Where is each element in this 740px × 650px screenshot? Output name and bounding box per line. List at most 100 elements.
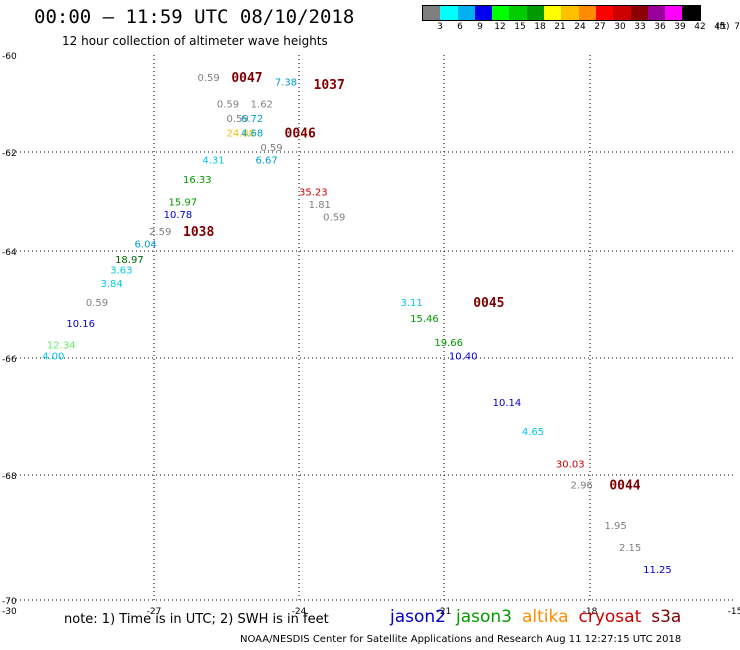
map-title: 00:00 – 11:59 UTC 08/10/2018: [34, 6, 355, 28]
wave-height-label: 6.72: [241, 114, 263, 125]
wave-height-label: 35.23: [299, 188, 328, 199]
wave-height-label: 2.15: [619, 543, 641, 554]
legend-swatch: [647, 6, 666, 20]
legend-label: 36: [654, 22, 666, 32]
legend-labels: 36912151821242730333639424570: [422, 22, 740, 34]
wave-height-label: 0.59: [86, 298, 108, 309]
legend-label: 21: [554, 22, 566, 32]
legend-swatch: [595, 6, 614, 20]
legend-label: 42: [694, 22, 706, 32]
map-subtitle: 12 hour collection of altimeter wave hei…: [62, 34, 328, 48]
satellite-name: jason2: [390, 607, 446, 627]
legend-swatch: [630, 6, 648, 20]
x-tick-label: -24: [292, 607, 307, 617]
pass-id-label: 0045: [473, 296, 504, 311]
legend-label: 18: [534, 22, 546, 32]
legend-label: 70: [734, 22, 740, 32]
legend-swatch: [474, 6, 493, 20]
legend-swatch: [440, 6, 458, 20]
legend-label: 39: [674, 22, 686, 32]
pass-id-label: 0046: [285, 127, 316, 142]
wave-height-label: 19.66: [434, 338, 463, 349]
legend-label: 15: [514, 22, 526, 32]
legend-swatch: [578, 6, 596, 20]
wave-height-label: 2.96: [571, 480, 593, 491]
legend-swatch: [423, 6, 441, 20]
wave-height-label: 1.81: [309, 200, 331, 211]
x-tick-label: -27: [147, 607, 162, 617]
y-tick-label: -62: [2, 149, 17, 159]
wave-height-label: 0.59: [217, 100, 239, 111]
legend-swatch: [544, 6, 562, 20]
wave-height-label: 6.67: [256, 155, 278, 166]
satellite-name: altika: [522, 607, 569, 627]
legend-swatch: [526, 6, 545, 20]
wave-height-label: 1.62: [251, 100, 273, 111]
y-tick-label: -66: [2, 355, 17, 365]
wave-height-label: 30.03: [556, 459, 585, 470]
legend-unit: (ft): [716, 22, 730, 32]
wave-height-label: 0.59: [198, 73, 220, 84]
wave-height-label: 10.14: [493, 398, 522, 409]
wave-height-label: 18.97: [115, 255, 144, 266]
satellite-name: jason3: [456, 607, 512, 627]
footer-credit: NOAA/NESDIS Center for Satellite Applica…: [240, 634, 682, 645]
color-legend: [422, 5, 701, 21]
pass-id-label: 0047: [231, 71, 262, 86]
legend-label: 24: [574, 22, 586, 32]
wave-height-label: 15.46: [410, 314, 439, 325]
wave-height-label: 3.84: [100, 279, 122, 290]
wave-height-label: 4.65: [522, 427, 544, 438]
legend-swatch: [665, 6, 683, 20]
pass-id-label: 1037: [314, 78, 345, 93]
x-tick-label: -18: [583, 607, 598, 617]
legend-label: 33: [634, 22, 646, 32]
pass-id-label: 0044: [609, 478, 640, 493]
wave-height-label: 1.95: [605, 521, 627, 532]
legend-swatch: [509, 6, 527, 20]
legend-swatch: [457, 6, 475, 20]
wave-height-label: 3.11: [401, 298, 423, 309]
wave-height-label: 10.16: [66, 319, 95, 330]
x-tick-label: -21: [437, 607, 452, 617]
legend-swatch: [613, 6, 631, 20]
wave-height-label: 11.25: [643, 565, 672, 576]
x-tick-label: -30: [2, 607, 17, 617]
wave-height-label: 24.80: [227, 129, 256, 140]
wave-height-label: 0.59: [323, 212, 345, 223]
satellite-name: s3a: [651, 607, 682, 627]
wave-height-label: 7.38: [275, 78, 297, 89]
wave-height-label: 0.59: [227, 114, 249, 125]
x-tick-label: -15: [728, 607, 740, 617]
satellite-name: cryosat: [578, 607, 642, 627]
wave-height-label: 15.97: [169, 198, 198, 209]
wave-height-label: 4.31: [202, 155, 224, 166]
legend-label: 30: [614, 22, 626, 32]
wave-height-label: 2.59: [149, 227, 171, 238]
wave-height-label: 4.00: [42, 351, 64, 362]
wave-height-label: 0.59: [260, 143, 282, 154]
y-tick-label: -70: [2, 597, 17, 607]
wave-height-label: 4.68: [241, 129, 263, 140]
satellite-legend: jason2 jason3 altika cryosat s3a: [390, 607, 691, 627]
legend-label: 9: [477, 22, 483, 32]
legend-label: 6: [457, 22, 463, 32]
wave-height-label: 12.34: [47, 341, 76, 352]
legend-label: 45: [714, 22, 726, 32]
wave-height-label: 10.78: [164, 210, 193, 221]
footer-note: note: 1) Time is in UTC; 2) SWH is in fe…: [64, 612, 329, 627]
wave-height-label: 16.33: [183, 175, 212, 186]
legend-label: 3: [437, 22, 443, 32]
y-tick-label: -60: [2, 52, 17, 62]
legend-label: 12: [494, 22, 506, 32]
pass-id-label: 1038: [183, 225, 214, 240]
wave-height-label: 6.04: [135, 240, 157, 251]
legend-label: 27: [594, 22, 606, 32]
wave-height-label: 10.40: [449, 351, 478, 362]
legend-swatch: [492, 6, 510, 20]
legend-swatch: [561, 6, 579, 20]
legend-swatch: [682, 6, 700, 20]
wave-height-label: 3.63: [110, 266, 132, 277]
y-tick-label: -64: [2, 248, 17, 258]
